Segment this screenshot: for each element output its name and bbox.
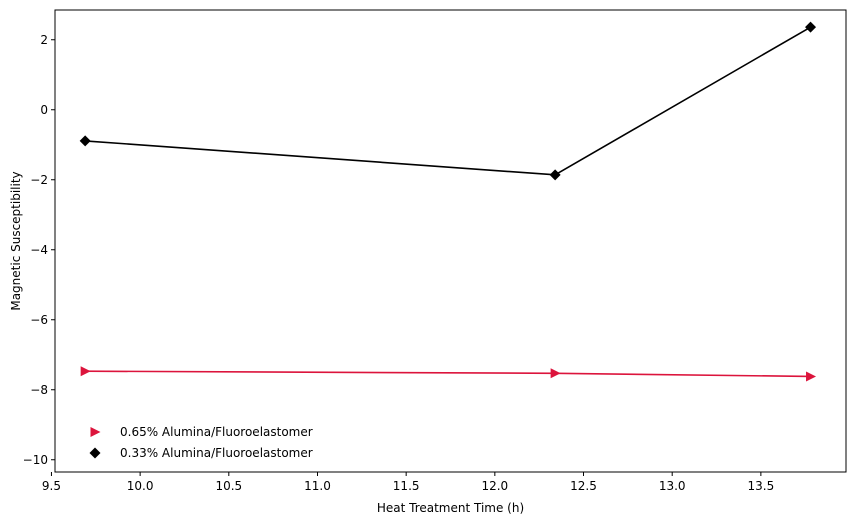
data-point [805,21,817,33]
legend-label: 0.33% Alumina/Fluoroelastomer [120,446,313,460]
plot-area [79,21,817,382]
axes-frame [54,9,847,473]
y-axis-label: Magnetic Susceptibility [9,171,23,310]
x-tick-label: 13.5 [748,479,775,493]
x-tick-label: 12.5 [570,479,597,493]
y-tick-label: −6 [30,313,48,327]
x-tick-label: 9.5 [42,479,61,493]
x-tick-label: 13.0 [659,479,686,493]
legend-marker [89,447,101,459]
data-point [80,366,91,377]
data-point [549,169,561,181]
legend-label: 0.65% Alumina/Fluoroelastomer [120,425,313,439]
y-tick-label: −4 [30,243,48,257]
y-tick-label: −2 [30,173,48,187]
x-axis-label: Heat Treatment Time (h) [377,501,524,515]
legend-marker [90,427,101,437]
y-tick-label: −8 [30,383,48,397]
y-tick-label: −10 [23,453,48,467]
y-tick-label: 2 [40,33,48,47]
x-tick-label: 11.5 [393,479,420,493]
x-tick-label: 12.0 [481,479,508,493]
x-tick-label: 11.0 [304,479,331,493]
y-tick-label: 0 [40,103,48,117]
legend: 0.65% Alumina/Fluoroelastomer 0.33% Alumi… [89,425,313,460]
data-point [550,368,561,379]
axes: 9.5 10.0 10.5 11.0 11.5 12.0 12.5 13.0 13.5 −10 −8… [23,9,847,493]
data-point [79,135,91,147]
x-tick-label: 10.0 [127,479,154,493]
data-point [806,371,817,382]
x-tick-label: 10.5 [215,479,242,493]
